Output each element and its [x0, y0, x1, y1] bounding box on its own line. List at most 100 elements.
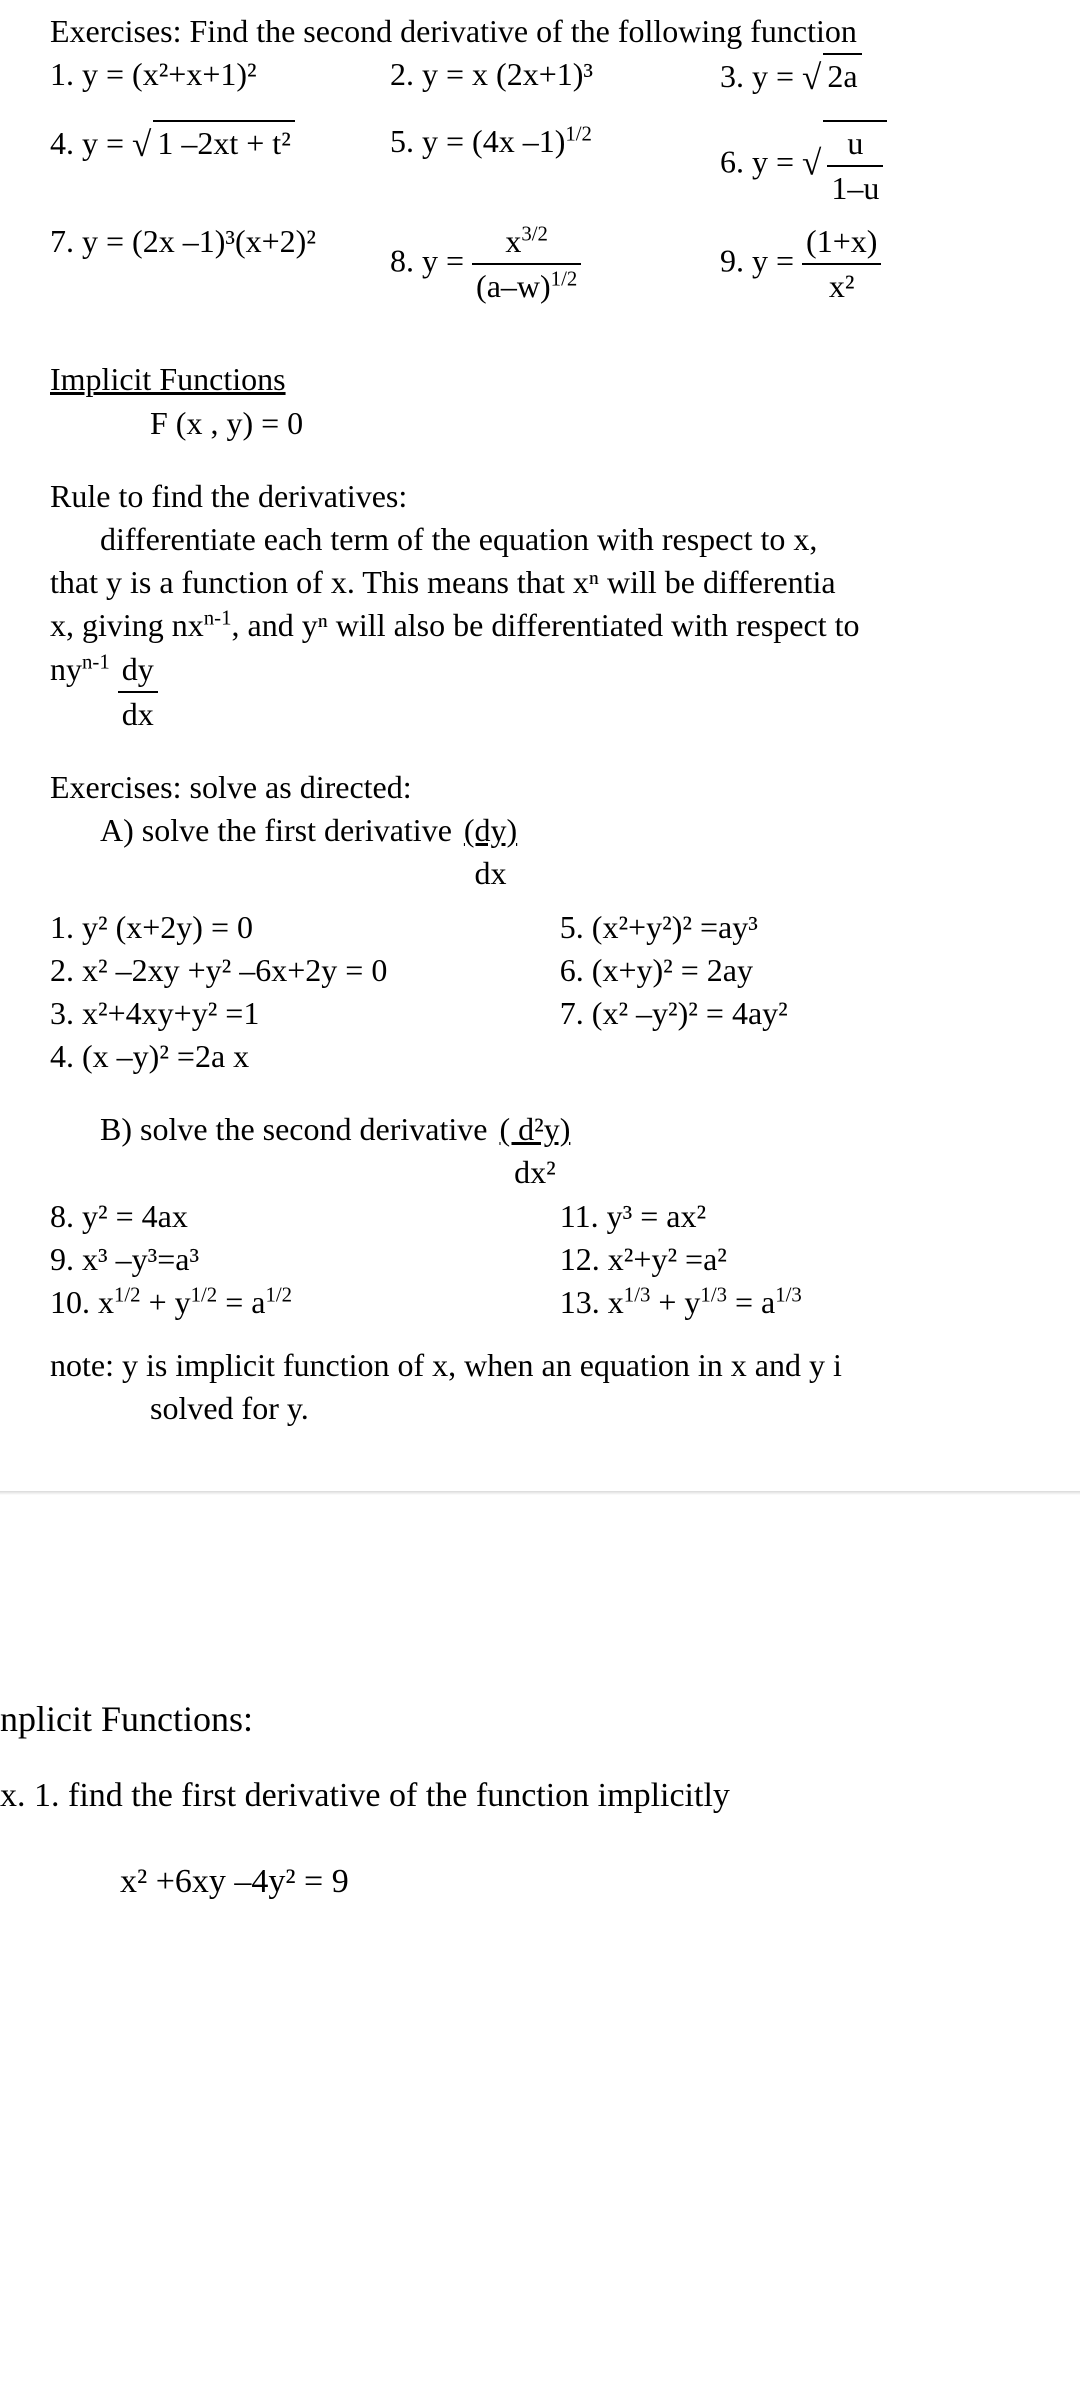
rule-line-1: differentiate each term of the equation … [50, 518, 1050, 561]
bottom-heading: nplicit Functions: [0, 1695, 1050, 1744]
sd-5: 5. y = (4x –1)1/2 [390, 120, 720, 210]
ex-A-text: A) solve the first derivative [100, 812, 460, 848]
B-13b: + y [650, 1284, 700, 1320]
sd-1: 1. y = (x²+x+1)² [50, 53, 390, 102]
B-10: 10. x1/2 + y1/2 = a1/2 [50, 1281, 560, 1324]
ex-A-left: 1. y² (x+2y) = 0 2. x² –2xy +y² –6x+2y =… [50, 906, 560, 1079]
B-13c: = a [727, 1284, 775, 1320]
radical-icon: √ [132, 125, 151, 164]
sd-9-den: x² [802, 265, 881, 308]
radical-icon: √ [802, 58, 821, 97]
sd-9-num: (1+x) [802, 220, 881, 265]
A-1: 1. y² (x+2y) = 0 [50, 906, 560, 949]
sd-9: 9. y = (1+x) x² [720, 220, 1080, 308]
A-2: 2. x² –2xy +y² –6x+2y = 0 [50, 949, 560, 992]
sd-4-rad: 1 –2xt + t² [153, 120, 294, 165]
ex-B-heading: B) solve the second derivative ( d²y) dx… [50, 1108, 1050, 1194]
A-3: 3. x²+4xy+y² =1 [50, 992, 560, 1035]
rule-l4a: ny [50, 651, 82, 687]
ex-A-den: dx [460, 852, 521, 895]
note-line-2: solved for y. [50, 1387, 1050, 1430]
rule-l4-den: dx [118, 693, 158, 736]
sd-2: 2. y = x (2x+1)³ [390, 53, 720, 102]
B-8: 8. y² = 4ax [50, 1195, 560, 1238]
ex-B-left: 8. y² = 4ax 9. x³ –y³=a³ 10. x1/2 + y1/2… [50, 1195, 560, 1325]
B-11: 11. y³ = ax² [560, 1195, 1050, 1238]
sd-8-den-wrap: (a–w)1/2 [472, 265, 581, 308]
sd-3-pre: 3. y = [720, 58, 802, 94]
sd-3: 3. y = √2a [720, 53, 1080, 102]
B-10e3: 1/2 [265, 1283, 292, 1306]
sec-deriv-row-1: 1. y = (x²+x+1)² 2. y = x (2x+1)³ 3. y =… [50, 53, 1050, 102]
ex-B-frac: ( d²y) dx² [495, 1108, 574, 1194]
ex-B-right: 11. y³ = ax² 12. x²+y² =a² 13. x1/3 + y1… [560, 1195, 1050, 1325]
B-10e1: 1/2 [114, 1283, 141, 1306]
A-6: 6. (x+y)² = 2ay [560, 949, 1050, 992]
sd-6: 6. y = √ u 1–u [720, 120, 1080, 210]
bottom-exercise: x. 1. find the first derivative of the f… [0, 1773, 1050, 1819]
implicit-title-text: Implicit Functions [50, 361, 286, 397]
rule-l3-exp: n-1 [204, 607, 232, 630]
sd-4-pre: 4. y = [50, 125, 132, 161]
A-5: 5. (x²+y²)² =ay³ [560, 906, 1050, 949]
sd-8-den-exp: 1/2 [551, 268, 578, 291]
rule-line-3: x, giving nxn-1, and yⁿ will also be dif… [50, 604, 1050, 647]
B-10a: 10. x [50, 1284, 114, 1320]
ex-A-frac: (dy) dx [460, 809, 521, 895]
B-13e3: 1/3 [775, 1283, 802, 1306]
ex-A-list: 1. y² (x+2y) = 0 2. x² –2xy +y² –6x+2y =… [50, 906, 1050, 1079]
ex-B-den: dx² [495, 1151, 574, 1194]
sd-8-num-wrap: x3/2 [472, 220, 581, 265]
sd-8: 8. y = x3/2 (a–w)1/2 [390, 220, 720, 308]
page: Exercises: Find the second derivative of… [0, 0, 1080, 1431]
rule-l3a: x, giving nx [50, 607, 204, 643]
implicit-title: Implicit Functions [50, 358, 1050, 401]
sd-8-num: x [505, 223, 521, 259]
sd-9-pre: 9. y = [720, 243, 802, 279]
rule-line-4: nyn-1 dy dx [50, 648, 1050, 736]
ex-A-num: (dy) [460, 809, 521, 852]
sd-8-frac: x3/2 (a–w)1/2 [472, 220, 581, 308]
page-2: nplicit Functions: x. 1. find the first … [0, 1495, 1080, 1905]
sd-8-num-exp: 3/2 [521, 222, 548, 245]
sd-5-text: 5. y = (4x –1) [390, 123, 565, 159]
sd-9-frac: (1+x) x² [802, 220, 881, 308]
A-7: 7. (x² –y²)² = 4ay² [560, 992, 1050, 1035]
sd-6-den: 1–u [827, 167, 883, 210]
ex-B-text: B) solve the second derivative [100, 1111, 495, 1147]
rule-l4-num: dy [118, 648, 158, 693]
B-12: 12. x²+y² =a² [560, 1238, 1050, 1281]
sd-6-pre: 6. y = [720, 143, 802, 179]
rule-l3b: , and yⁿ will also be differentiated wit… [232, 607, 860, 643]
A-4: 4. (x –y)² =2a x [50, 1035, 560, 1078]
rule-l4-frac: dy dx [118, 648, 158, 736]
implicit-eq: F (x , y) = 0 [50, 402, 1050, 445]
ex-solve-title: Exercises: solve as directed: [50, 766, 1050, 809]
sd-8-den: (a–w) [476, 268, 551, 304]
ex-A-right: 5. (x²+y²)² =ay³ 6. (x+y)² = 2ay 7. (x² … [560, 906, 1050, 1079]
note-line-1: note: y is implicit function of x, when … [50, 1344, 1050, 1387]
sd-7: 7. y = (2x –1)³(x+2)² [50, 220, 390, 308]
sec-deriv-row-3: 7. y = (2x –1)³(x+2)² 8. y = x3/2 (a–w)1… [50, 220, 1050, 308]
ex-B-num: ( d²y) [495, 1108, 574, 1151]
rule-l4-exp: n-1 [82, 650, 110, 673]
bottom-equation: x² +6xy –4y² = 9 [0, 1859, 1050, 1905]
B-9: 9. x³ –y³=a³ [50, 1238, 560, 1281]
B-13a: 13. x [560, 1284, 624, 1320]
radical-icon: √ [802, 143, 821, 182]
rule-title: Rule to find the derivatives: [50, 475, 1050, 518]
ex-B-list: 8. y² = 4ax 9. x³ –y³=a³ 10. x1/2 + y1/2… [50, 1195, 1050, 1325]
sd-8-pre: 8. y = [390, 243, 472, 279]
B-10c: = a [217, 1284, 265, 1320]
exercise-header: Exercises: Find the second derivative of… [50, 10, 1050, 53]
ex-A-heading: A) solve the first derivative (dy) dx [50, 809, 1050, 895]
sd-3-rad: 2a [823, 53, 861, 98]
B-10b: + y [141, 1284, 191, 1320]
sd-4: 4. y = √1 –2xt + t² [50, 120, 390, 210]
rule-line-2: that y is a function of x. This means th… [50, 561, 1050, 604]
sd-6-num: u [827, 122, 883, 167]
sd-5-exp: 1/2 [565, 122, 592, 145]
B-13e2: 1/3 [700, 1283, 727, 1306]
B-10e2: 1/2 [191, 1283, 218, 1306]
B-13e1: 1/3 [624, 1283, 651, 1306]
